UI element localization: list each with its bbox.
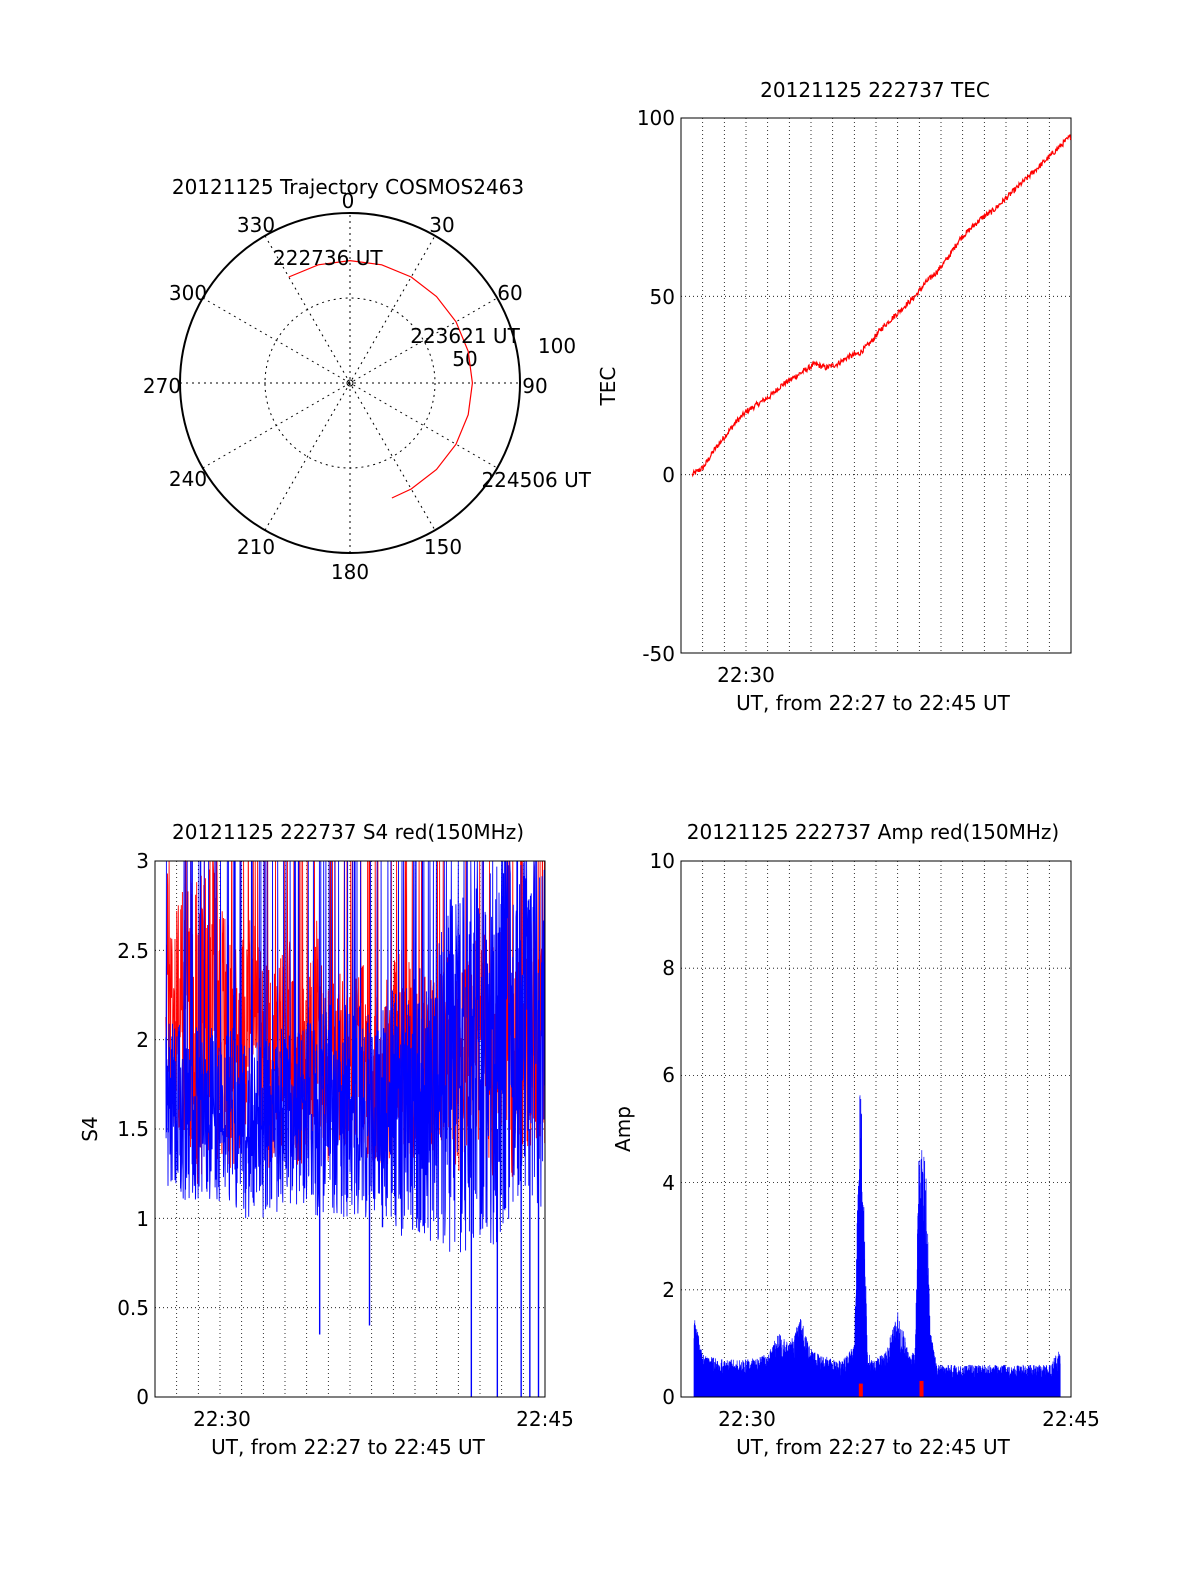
trajectory-title: 20121125 Trajectory COSMOS2463	[172, 175, 524, 199]
amp-title: 20121125 222737 Amp red(150MHz)	[687, 820, 1059, 844]
tec-series-line	[691, 134, 1072, 478]
amp-red-series	[858, 1380, 924, 1397]
tec-ytick-50: 50	[650, 285, 675, 309]
amp-xlabel: UT, from 22:27 to 22:45 UT	[736, 1435, 1011, 1459]
tec-ytick-100: 100	[637, 106, 675, 130]
s4-plot-frame	[154, 860, 546, 1398]
amp-ytick-10: 10	[650, 849, 675, 873]
azimuth-label-330: 330	[237, 213, 275, 237]
azimuth-label-180: 180	[331, 560, 369, 584]
amp-blue-series	[693, 1095, 1061, 1398]
azimuth-label-150: 150	[424, 535, 462, 559]
s4-xtick-2245: 22:45	[516, 1407, 574, 1431]
s4-title: 20121125 222737 S4 red(150MHz)	[172, 820, 524, 844]
polar-outer-ring	[179, 212, 521, 554]
trajectory-end-label: 224506 UT	[481, 468, 591, 492]
amp-ytick-0: 0	[662, 1385, 675, 1409]
azimuth-label-60: 60	[497, 281, 522, 305]
s4-ytick-2.5: 2.5	[117, 939, 149, 963]
tec-title: 20121125 222737 TEC	[760, 78, 990, 102]
s4-ytick-0.5: 0.5	[117, 1296, 149, 1320]
ring-label-100: 100	[538, 334, 576, 358]
tec-grid	[681, 118, 1071, 653]
azimuth-label-240: 240	[169, 467, 207, 491]
azimuth-label-0: 0	[342, 189, 355, 213]
tec-panel: 20121125 222737 TEC 100 50 0 -50 22:30 U…	[596, 78, 1072, 715]
azimuth-label-210: 210	[237, 535, 275, 559]
amp-red-spike-1	[919, 1380, 924, 1397]
s4-ytick-1: 1	[136, 1207, 149, 1231]
amp-ytick-6: 6	[662, 1063, 675, 1087]
amp-ylabel: Amp	[611, 1106, 635, 1152]
trajectory-mid-label: 223621 UT	[410, 324, 520, 348]
amp-ytick-2: 2	[662, 1278, 675, 1302]
polar-center	[346, 379, 354, 387]
tec-ytick-minus-50: -50	[642, 642, 675, 666]
azimuth-label-300: 300	[169, 281, 207, 305]
amp-blue-line	[693, 1095, 1061, 1398]
s4-blue-series	[165, 860, 546, 1397]
azimuth-label-270: 270	[143, 374, 181, 398]
s4-xtick-2230: 22:30	[193, 1407, 251, 1431]
trajectory-start-label: 222736 UT	[273, 246, 383, 270]
amp-ytick-8: 8	[662, 956, 675, 980]
tec-plot-frame	[680, 117, 1072, 654]
azimuth-label-90: 90	[522, 374, 547, 398]
s4-ytick-2: 2	[136, 1028, 149, 1052]
amp-grid	[681, 861, 1071, 1397]
s4-xlabel: UT, from 22:27 to 22:45 UT	[211, 1435, 486, 1459]
tec-xtick-2230: 22:30	[717, 663, 775, 687]
s4-ytick-3: 3	[136, 849, 149, 873]
s4-blue-line	[165, 860, 546, 1253]
ring-label-50: 50	[452, 347, 477, 371]
tec-xlabel: UT, from 22:27 to 22:45 UT	[736, 691, 1011, 715]
amp-ytick-4: 4	[662, 1171, 675, 1195]
s4-ytick-0: 0	[136, 1385, 149, 1409]
amp-red-spike-0	[858, 1383, 863, 1397]
amp-xtick-2230: 22:30	[718, 1407, 776, 1431]
amp-xtick-2245: 22:45	[1042, 1407, 1100, 1431]
azimuth-label-30: 30	[429, 213, 454, 237]
s4-ytick-1.5: 1.5	[117, 1117, 149, 1141]
tec-ytick-0: 0	[662, 463, 675, 487]
amp-plot-frame	[680, 860, 1072, 1398]
trajectory-track	[288, 259, 474, 499]
polar-grid	[180, 213, 520, 553]
s4-ylabel: S4	[78, 1116, 102, 1141]
trajectory-panel: 20121125 Trajectory COSMOS2463 0 30 60 9…	[143, 175, 592, 584]
s4-panel: 20121125 222737 S4 red(150MHz) 3 2.5 2 1…	[78, 820, 574, 1459]
polar-spoke-150	[264, 235, 436, 531]
amp-panel: 20121125 222737 Amp red(150MHz) 10 8 6 4…	[611, 820, 1100, 1459]
tec-ylabel: TEC	[596, 367, 620, 407]
